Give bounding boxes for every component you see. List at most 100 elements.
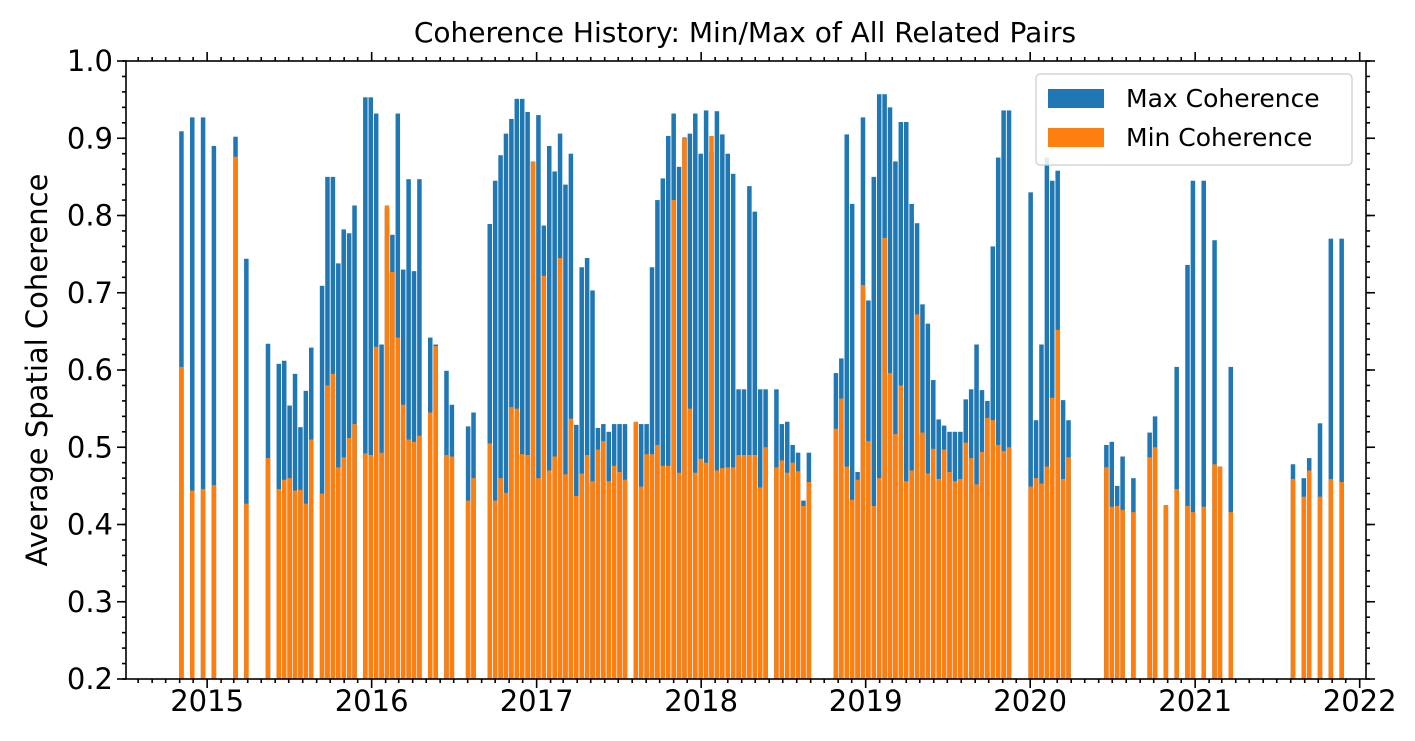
- bar-min: [1306, 470, 1312, 679]
- bar-min: [1104, 467, 1109, 679]
- bar-min: [211, 485, 217, 679]
- bar-min: [1006, 447, 1012, 679]
- bar-min: [995, 444, 1001, 679]
- bar-min: [774, 467, 779, 679]
- bar-min: [363, 453, 368, 679]
- bar-min: [844, 466, 849, 679]
- axis-tick-labels: 0.2 0.3 0.4 0.5 0.6 0.7 0.8 0.9 1.0 2015 2016 2017 2…: [67, 44, 1397, 718]
- bar-min: [368, 454, 374, 679]
- bar-min: [1147, 457, 1152, 679]
- bar-min: [730, 467, 736, 679]
- bar-min: [325, 385, 330, 679]
- bar-min: [379, 452, 384, 679]
- bar-min: [319, 493, 325, 679]
- bar-min: [568, 418, 574, 679]
- bar-min: [541, 275, 547, 679]
- bar-min: [601, 441, 606, 679]
- bar-min: [200, 488, 206, 679]
- bar-max: [536, 115, 541, 679]
- bar-min: [676, 472, 682, 679]
- bar-min: [492, 500, 498, 679]
- bar-min: [655, 444, 660, 679]
- bar-min: [1152, 447, 1158, 679]
- legend-label-max: Max Coherence: [1126, 84, 1320, 113]
- bar-min: [244, 503, 249, 679]
- legend-swatch-min: [1048, 128, 1104, 147]
- bar-max: [525, 111, 530, 680]
- bar-max: [579, 267, 584, 679]
- bar-max: [1185, 264, 1190, 679]
- bar-min: [638, 486, 644, 679]
- bar-min: [190, 490, 195, 679]
- bar-max: [498, 155, 503, 679]
- bar-min: [1001, 451, 1006, 679]
- bar-min: [795, 471, 801, 679]
- bar-min: [990, 420, 996, 679]
- bar-min: [979, 451, 985, 679]
- bar-min: [400, 404, 406, 679]
- x-tick-label: 2020: [993, 684, 1067, 718]
- bar-min: [579, 473, 584, 679]
- bar-min: [903, 481, 909, 679]
- bar-min: [471, 478, 476, 679]
- bar-min: [179, 366, 184, 679]
- bar-min: [611, 465, 617, 679]
- bar-min: [790, 462, 795, 679]
- bar-min: [395, 337, 401, 679]
- bar-min: [487, 443, 493, 679]
- bar-max: [1328, 238, 1334, 679]
- bar-min: [757, 487, 763, 679]
- bar-max: [1212, 240, 1217, 679]
- bar-max: [519, 98, 525, 680]
- legend-swatch-max: [1048, 89, 1104, 108]
- bar-max: [552, 171, 557, 679]
- bar-min: [947, 471, 952, 679]
- y-tick-label: 0.2: [67, 662, 113, 696]
- bar-min: [963, 442, 968, 679]
- bar-min: [606, 481, 611, 679]
- legend-box: [1035, 73, 1353, 166]
- bar-max: [1339, 238, 1344, 679]
- bar-min: [855, 479, 860, 679]
- bar-max: [1201, 180, 1206, 680]
- bar-min: [281, 479, 287, 679]
- bar-min: [687, 408, 693, 680]
- bar-min: [428, 412, 433, 679]
- bar-min: [1174, 488, 1179, 679]
- bar-min: [547, 470, 552, 679]
- bar-min: [1339, 482, 1344, 679]
- bar-max: [1006, 110, 1012, 679]
- bar-min: [1317, 496, 1323, 679]
- bar-min: [871, 505, 877, 679]
- y-tick-label: 0.9: [67, 121, 113, 155]
- bar-min: [1163, 505, 1169, 679]
- y-tick-label: 0.8: [67, 199, 113, 233]
- y-axis-label: Average Spatial Coherence: [20, 174, 54, 567]
- bar-min: [866, 441, 871, 679]
- bar-min: [725, 467, 730, 679]
- bar-min: [1028, 486, 1033, 679]
- bar-max: [547, 145, 552, 680]
- x-tick-label: 2016: [335, 684, 409, 718]
- bar-min: [514, 408, 520, 680]
- bar-min: [449, 456, 455, 679]
- bar-max: [1028, 192, 1033, 679]
- bar-max: [849, 203, 855, 679]
- bar-max: [730, 173, 736, 680]
- bar-min: [660, 465, 666, 679]
- bar-min: [1109, 506, 1115, 679]
- bar-min: [952, 481, 958, 679]
- bar-min: [752, 454, 758, 679]
- bar-min: [1114, 505, 1120, 679]
- bar-min: [720, 468, 725, 679]
- bar-min: [968, 458, 974, 679]
- bar-min: [898, 385, 904, 679]
- bar-max: [190, 117, 195, 679]
- bar-min: [887, 373, 893, 679]
- bar-min: [287, 478, 292, 679]
- y-tick-label: 0.3: [67, 585, 113, 619]
- bar-min: [233, 156, 238, 680]
- bar-min: [644, 454, 649, 679]
- bar-max: [341, 229, 346, 679]
